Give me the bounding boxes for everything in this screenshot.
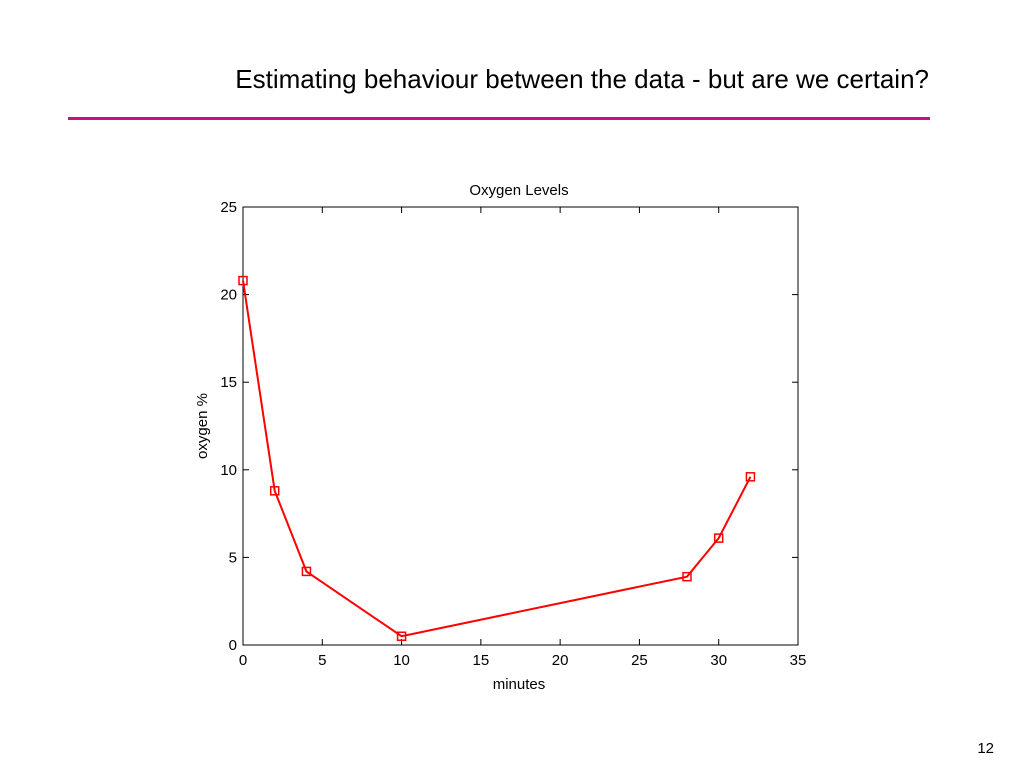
x-tick-label: 15 (473, 652, 490, 669)
x-tick-label: 10 (393, 652, 410, 669)
page-number: 12 (977, 740, 994, 757)
series-line (242, 280, 752, 638)
y-axis-label: oxygen % (194, 393, 211, 459)
data-point-marker (682, 571, 692, 582)
y-axis-ticks: 0 5 10 15 20 25 (220, 199, 798, 654)
plot-area (242, 206, 799, 646)
y-tick-label: 10 (220, 462, 237, 479)
x-tick-label: 5 (318, 652, 326, 669)
data-point-marker (269, 486, 280, 496)
x-tick-label: 25 (631, 652, 648, 669)
data-point-marker (238, 275, 248, 286)
x-tick-label: 30 (710, 652, 727, 669)
data-point-marker (396, 631, 407, 641)
title-divider (68, 117, 930, 120)
y-tick-label: 5 (229, 549, 237, 566)
data-point-marker (301, 566, 312, 577)
data-point-marker (745, 472, 756, 482)
data-point-marker (713, 533, 724, 543)
x-axis-label: minutes (493, 676, 546, 693)
chart-title: Oxygen Levels (469, 182, 568, 199)
slide-title: Estimating behaviour between the data - … (235, 64, 929, 94)
y-tick-label: 25 (220, 199, 237, 216)
series-layer (238, 275, 756, 641)
x-tick-label: 0 (239, 652, 247, 669)
x-tick-label: 20 (552, 652, 569, 669)
y-tick-label: 0 (229, 637, 237, 654)
y-tick-label: 15 (220, 374, 237, 391)
x-axis-ticks: 0 5 10 15 20 25 30 35 (239, 207, 807, 669)
x-tick-label: 35 (790, 652, 807, 669)
y-tick-label: 20 (220, 287, 237, 304)
